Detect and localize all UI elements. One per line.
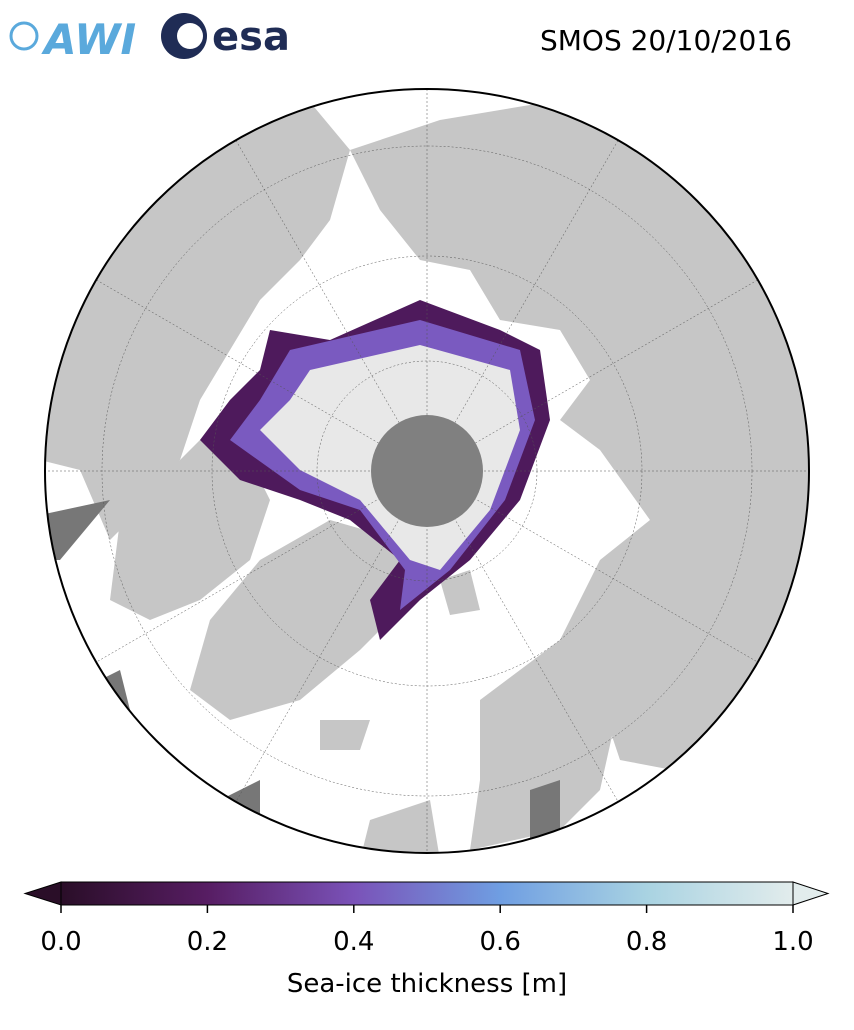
title: SMOS 20/10/2016 — [540, 24, 792, 57]
pole-hole — [371, 415, 483, 527]
colorbar-extend-high — [792, 881, 830, 906]
awi-logo-text: AWI — [41, 15, 136, 64]
colorbar-tick-label: 0.6 — [480, 927, 521, 957]
colorbar-label: Sea-ice thickness [m] — [287, 969, 567, 999]
esa-logo-text: esa — [212, 14, 290, 60]
map — [45, 89, 809, 853]
awi-logo: AWI — [9, 15, 136, 64]
esa-logo: esa — [161, 13, 290, 60]
colorbar-extend-low — [23, 881, 62, 906]
colorbar-tick-label: 0.4 — [333, 927, 374, 957]
colorbar-tick-label: 0.8 — [626, 927, 667, 957]
colorbar-tick-label: 1.0 — [772, 927, 813, 957]
map-border — [44, 88, 810, 854]
colorbar-tick-label: 0.0 — [40, 927, 81, 957]
colorbar-gradient — [60, 881, 794, 906]
colorbar — [23, 881, 830, 913]
colorbar-tick-label: 0.2 — [187, 927, 228, 957]
